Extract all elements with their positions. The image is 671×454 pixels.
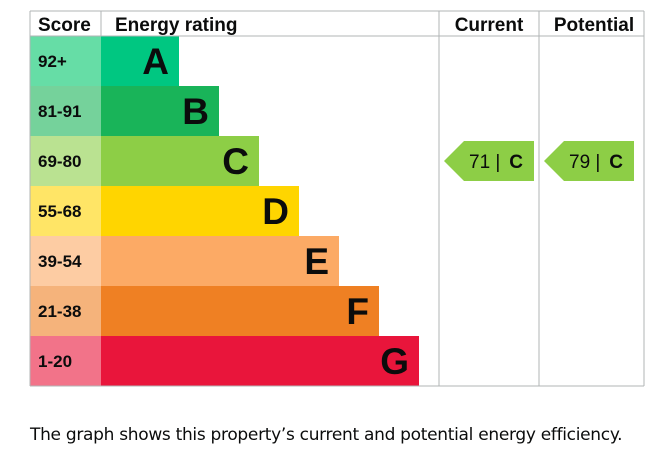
score-range-c: 69-80 bbox=[38, 152, 81, 171]
score-range-b: 81-91 bbox=[38, 102, 81, 121]
header-potential: Potential bbox=[554, 15, 634, 36]
current-rating-marker-letter: C bbox=[509, 152, 523, 173]
score-range-g: 1-20 bbox=[38, 352, 72, 371]
band-bar-a bbox=[101, 36, 179, 86]
band-bar-e bbox=[101, 236, 339, 286]
score-cell-a bbox=[30, 36, 101, 86]
band-letter-e: E bbox=[304, 241, 329, 282]
score-range-e: 39-54 bbox=[38, 252, 82, 271]
score-cell-c bbox=[30, 136, 101, 186]
band-bar-f bbox=[101, 286, 379, 336]
band-letter-c: C bbox=[222, 141, 249, 182]
header-score: Score bbox=[38, 15, 91, 36]
band-bar-c bbox=[101, 136, 259, 186]
rating-markers: 71 | C 79 | C bbox=[444, 141, 634, 181]
band-letter-d: D bbox=[262, 191, 289, 232]
score-range-a: 92+ bbox=[38, 52, 67, 71]
score-cell-d bbox=[30, 186, 101, 236]
band-bar-b bbox=[101, 86, 219, 136]
score-cell-b bbox=[30, 86, 101, 136]
potential-rating-marker-score: 79 | bbox=[569, 152, 600, 173]
band-letter-g: G bbox=[380, 341, 409, 382]
score-cell-e bbox=[30, 236, 101, 286]
potential-rating-marker: 79 | C bbox=[544, 141, 634, 181]
rating-bands: 92+ A 81-91 B 69-80 C 55-68 D 39-54 E 21-38 F 1-20 G bbox=[30, 36, 419, 386]
caption: The graph shows this property’s current … bbox=[30, 425, 623, 445]
potential-rating-marker-arrow bbox=[544, 141, 634, 181]
band-bar-d bbox=[101, 186, 299, 236]
score-cell-f bbox=[30, 286, 101, 336]
header-energy-rating: Energy rating bbox=[115, 15, 237, 36]
epc-chart: Score Energy rating Current Potential 92… bbox=[29, 10, 645, 387]
potential-rating-marker-letter: C bbox=[609, 152, 623, 173]
score-range-d: 55-68 bbox=[38, 202, 81, 221]
score-cell-g bbox=[30, 336, 101, 386]
band-letter-b: B bbox=[182, 91, 209, 132]
current-rating-marker-arrow bbox=[444, 141, 534, 181]
band-letter-f: F bbox=[346, 291, 369, 332]
band-letter-a: A bbox=[142, 41, 169, 82]
header-current: Current bbox=[455, 15, 524, 36]
grid-lines bbox=[29, 10, 645, 387]
current-rating-marker-score: 71 | bbox=[469, 152, 500, 173]
band-bar-g bbox=[101, 336, 419, 386]
current-rating-marker: 71 | C bbox=[444, 141, 534, 181]
score-range-f: 21-38 bbox=[38, 302, 81, 321]
